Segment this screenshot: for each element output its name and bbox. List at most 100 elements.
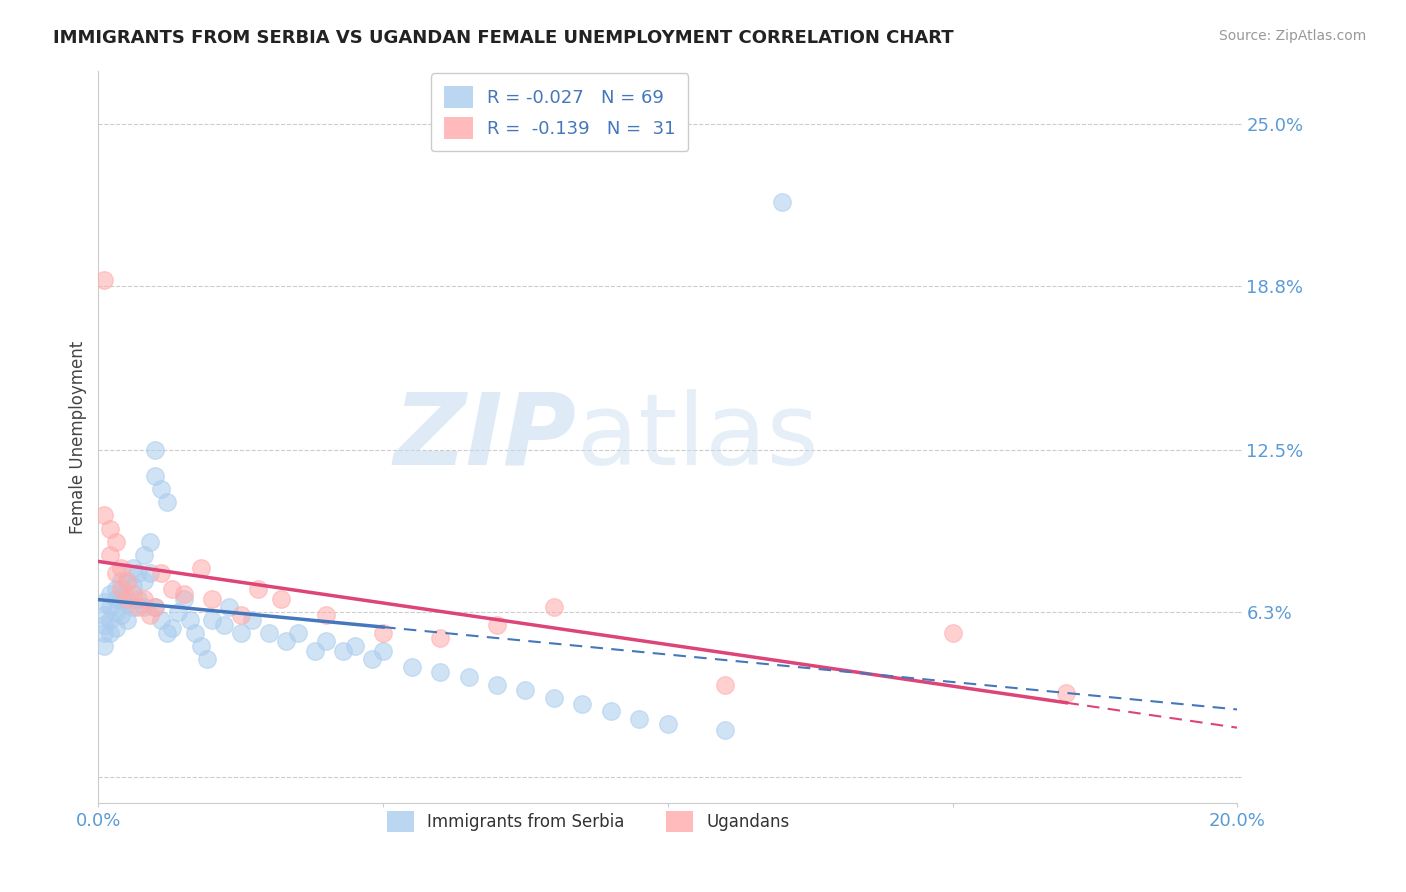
Point — [942, 626, 965, 640]
Point — [115, 574, 138, 588]
Point — [98, 613, 121, 627]
Text: IMMIGRANTS FROM SERBIA VS UGANDAN FEMALE UNEMPLOYMENT CORRELATION CHART: IMMIGRANTS FROM SERBIA VS UGANDAN FEMALE… — [53, 29, 955, 46]
Point — [127, 592, 149, 607]
Text: ZIP: ZIP — [394, 389, 576, 485]
Point — [1056, 686, 1078, 700]
Point — [115, 613, 138, 627]
Point — [486, 678, 509, 692]
Point — [360, 652, 382, 666]
Point — [543, 599, 565, 614]
Point — [714, 678, 737, 692]
Y-axis label: Female Unemployment: Female Unemployment — [69, 341, 87, 533]
Point — [343, 639, 366, 653]
Point — [150, 483, 173, 497]
Point — [98, 587, 121, 601]
Point — [138, 607, 160, 622]
Point — [173, 587, 195, 601]
Point — [104, 605, 127, 619]
Point — [138, 534, 160, 549]
Point — [150, 613, 173, 627]
Point — [212, 618, 235, 632]
Point — [571, 697, 593, 711]
Point — [195, 652, 218, 666]
Point — [93, 273, 115, 287]
Point — [98, 626, 121, 640]
Point — [657, 717, 679, 731]
Point — [132, 592, 155, 607]
Point — [104, 566, 127, 580]
Point — [110, 574, 132, 588]
Point — [93, 594, 115, 608]
Point — [270, 592, 292, 607]
Point — [145, 599, 167, 614]
Point — [156, 495, 179, 509]
Point — [93, 639, 115, 653]
Text: Source: ZipAtlas.com: Source: ZipAtlas.com — [1219, 29, 1367, 43]
Point — [515, 683, 537, 698]
Point — [121, 599, 143, 614]
Point — [429, 632, 451, 646]
Point — [229, 626, 252, 640]
Point — [145, 443, 167, 458]
Point — [401, 660, 423, 674]
Point — [184, 626, 207, 640]
Point — [162, 582, 184, 596]
Point — [132, 599, 155, 614]
Point — [486, 618, 509, 632]
Point — [127, 599, 149, 614]
Point — [156, 626, 179, 640]
Point — [628, 712, 651, 726]
Point — [429, 665, 451, 680]
Point — [259, 626, 281, 640]
Point — [104, 592, 127, 607]
Point — [457, 670, 479, 684]
Point — [315, 607, 337, 622]
Point — [98, 521, 121, 535]
Point — [132, 548, 155, 562]
Point — [240, 613, 263, 627]
Point — [93, 607, 115, 622]
Point — [98, 599, 121, 614]
Point — [167, 605, 190, 619]
Point — [110, 592, 132, 607]
Point — [138, 566, 160, 580]
Point — [121, 579, 143, 593]
Point — [93, 626, 115, 640]
Point — [145, 599, 167, 614]
Point — [104, 534, 127, 549]
Point — [714, 723, 737, 737]
Point — [110, 582, 132, 596]
Point — [115, 592, 138, 607]
Point — [110, 560, 132, 574]
Point — [179, 613, 201, 627]
Point — [246, 582, 269, 596]
Point — [110, 607, 132, 622]
Point — [229, 607, 252, 622]
Point — [93, 508, 115, 523]
Point — [332, 644, 354, 658]
Point — [162, 621, 184, 635]
Point — [190, 560, 212, 574]
Text: atlas: atlas — [576, 389, 818, 485]
Point — [373, 626, 395, 640]
Point — [115, 597, 138, 611]
Point — [132, 574, 155, 588]
Point — [121, 587, 143, 601]
Point — [104, 621, 127, 635]
Point — [93, 618, 115, 632]
Point — [218, 599, 240, 614]
Point — [145, 469, 167, 483]
Point — [104, 582, 127, 596]
Point — [373, 644, 395, 658]
Point — [543, 691, 565, 706]
Point — [276, 633, 298, 648]
Point — [201, 613, 224, 627]
Point — [150, 566, 173, 580]
Point — [173, 592, 195, 607]
Point — [127, 566, 149, 580]
Legend: Immigrants from Serbia, Ugandans: Immigrants from Serbia, Ugandans — [380, 805, 796, 838]
Point — [201, 592, 224, 607]
Point — [770, 194, 793, 209]
Point — [121, 560, 143, 574]
Point — [315, 633, 337, 648]
